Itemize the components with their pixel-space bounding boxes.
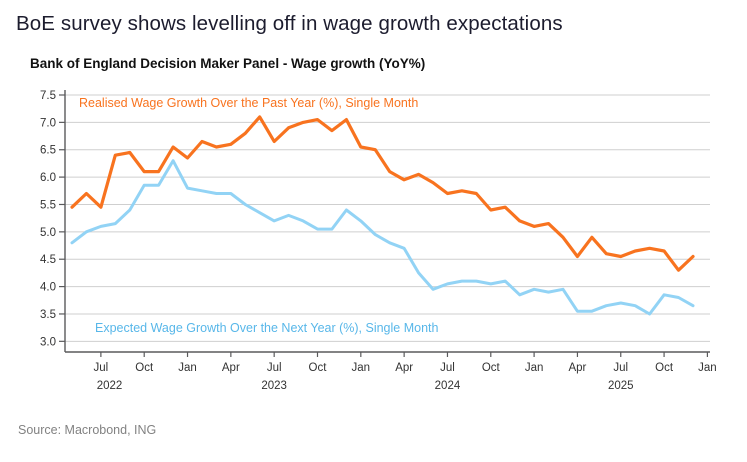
x-tick-label: Jan bbox=[178, 362, 197, 374]
x-axis-labels: Jul Oct Jan Apr Jul Oct Jan Apr Jul Oct Jan Apr Jul O… bbox=[94, 352, 717, 392]
y-tick-label: 6.0 bbox=[40, 172, 56, 184]
y-tick-label: 7.0 bbox=[40, 117, 56, 129]
legend-label-expected: Expected Wage Growth Over the Next Year … bbox=[95, 321, 439, 335]
x-tick-label: Jul bbox=[94, 362, 109, 374]
x-tick-label: Oct bbox=[309, 362, 328, 374]
year-label: 2025 bbox=[608, 380, 634, 392]
y-tick-label: 5.0 bbox=[40, 227, 56, 239]
y-tick-label: 5.5 bbox=[40, 199, 56, 211]
y-tick-label: 4.0 bbox=[40, 282, 56, 294]
y-tick-label: 7.5 bbox=[40, 90, 56, 102]
year-label: 2022 bbox=[97, 380, 123, 392]
x-tick-label: Apr bbox=[395, 362, 413, 374]
y-tick-label: 4.5 bbox=[40, 254, 56, 266]
source-note: Source: Macrobond, ING bbox=[18, 423, 157, 437]
chart-canvas: 3.0 3.5 4.0 4.5 5.0 5.5 6.0 6.5 7.0 7.5 Jul Oct Jan A… bbox=[40, 90, 717, 392]
x-tick-label: Jan bbox=[698, 362, 717, 374]
x-tick-label: Oct bbox=[135, 362, 154, 374]
gridlines bbox=[65, 94, 710, 342]
y-axis-labels: 3.0 3.5 4.0 4.5 5.0 5.5 6.0 6.5 7.0 7.5 bbox=[40, 90, 65, 348]
x-tick-label: Oct bbox=[655, 362, 674, 374]
x-tick-label: Jan bbox=[352, 362, 371, 374]
series-line-expected bbox=[70, 159, 695, 316]
x-tick-label: Jul bbox=[613, 362, 628, 374]
series-line-realised bbox=[70, 115, 695, 272]
x-tick-label: Jul bbox=[267, 362, 282, 374]
x-tick-label: Jul bbox=[440, 362, 455, 374]
page-title: BoE survey shows levelling off in wage g… bbox=[16, 12, 563, 35]
y-tick-label: 6.5 bbox=[40, 145, 56, 157]
chart-title: Bank of England Decision Maker Panel - W… bbox=[30, 56, 426, 71]
x-tick-label: Jan bbox=[525, 362, 544, 374]
x-tick-label: Apr bbox=[222, 362, 240, 374]
chart-area: 3.0 3.5 4.0 4.5 5.0 5.5 6.0 6.5 7.0 7.5 Jul Oct Jan A… bbox=[0, 76, 747, 406]
y-tick-label: 3.0 bbox=[40, 336, 56, 348]
x-tick-label: Apr bbox=[568, 362, 586, 374]
x-tick-label: Oct bbox=[482, 362, 501, 374]
legend-label-realised: Realised Wage Growth Over the Past Year … bbox=[79, 96, 419, 110]
y-tick-label: 3.5 bbox=[40, 309, 56, 321]
year-label: 2024 bbox=[435, 380, 461, 392]
year-label: 2023 bbox=[261, 380, 287, 392]
